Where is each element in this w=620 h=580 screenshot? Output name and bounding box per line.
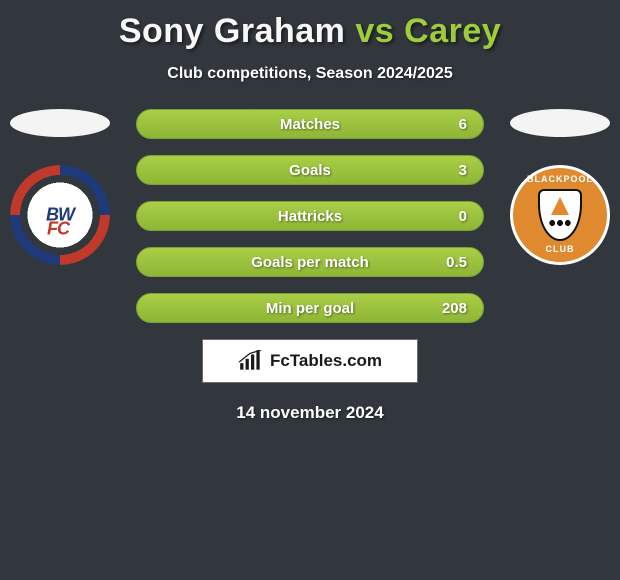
stat-row-goals: Goals 3 bbox=[136, 155, 484, 185]
right-club-column: BLACKPOOL CLUB bbox=[500, 109, 620, 265]
stat-value: 0.5 bbox=[446, 254, 467, 271]
date-label: 14 november 2024 bbox=[0, 403, 620, 423]
left-club-column: BW FC bbox=[0, 109, 120, 265]
stat-label: Goals bbox=[137, 162, 483, 179]
stat-row-mpg: Min per goal 208 bbox=[136, 293, 484, 323]
stat-row-hattricks: Hattricks 0 bbox=[136, 201, 484, 231]
stat-row-matches: Matches 6 bbox=[136, 109, 484, 139]
attribution-box: FcTables.com bbox=[202, 339, 418, 383]
stat-label: Min per goal bbox=[137, 300, 483, 317]
stat-value: 6 bbox=[459, 116, 467, 133]
stat-label: Goals per match bbox=[137, 254, 483, 271]
blackpool-ring-top: BLACKPOOL bbox=[513, 174, 607, 184]
blackpool-ring-bottom: CLUB bbox=[513, 244, 607, 254]
comparison-panel: BW FC BLACKPOOL CLUB Matches 6 Goals 3 H… bbox=[0, 109, 620, 423]
left-club-crest: BW FC bbox=[10, 165, 110, 265]
stat-value: 0 bbox=[459, 208, 467, 225]
stat-value: 208 bbox=[442, 300, 467, 317]
player1-name: Sony Graham bbox=[119, 12, 346, 50]
stat-bars: Matches 6 Goals 3 Hattricks 0 Goals per … bbox=[136, 109, 484, 323]
bar-chart-icon bbox=[238, 350, 264, 372]
attribution-text: FcTables.com bbox=[270, 351, 382, 371]
page-title: Sony Graham vs Carey bbox=[0, 0, 620, 51]
blackpool-shield-icon bbox=[538, 189, 582, 241]
stat-value: 3 bbox=[459, 162, 467, 179]
bolton-crest-text-bottom: FC bbox=[47, 219, 69, 240]
player2-oval-placeholder bbox=[510, 109, 610, 137]
subtitle: Club competitions, Season 2024/2025 bbox=[0, 65, 620, 83]
stat-row-gpm: Goals per match 0.5 bbox=[136, 247, 484, 277]
stat-label: Hattricks bbox=[137, 208, 483, 225]
vs-label: vs bbox=[355, 12, 394, 50]
player1-oval-placeholder bbox=[10, 109, 110, 137]
right-club-crest: BLACKPOOL CLUB bbox=[510, 165, 610, 265]
player2-name: Carey bbox=[404, 12, 501, 50]
stat-label: Matches bbox=[137, 116, 483, 133]
